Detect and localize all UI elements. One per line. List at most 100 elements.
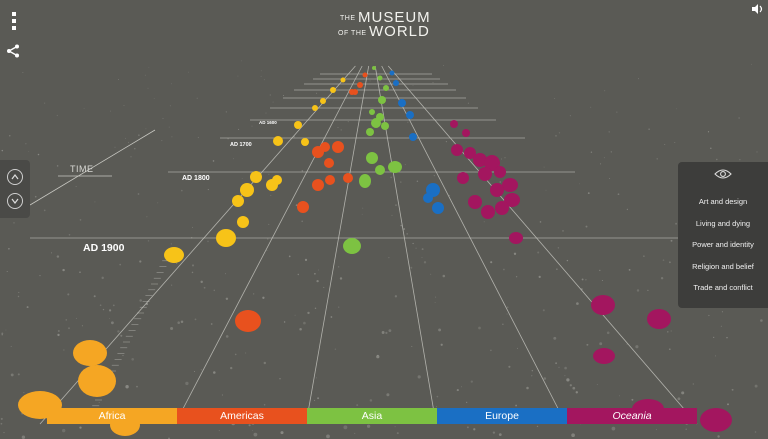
artifact-dot[interactable] bbox=[297, 201, 309, 213]
filter-trade-and-conflict[interactable]: Trade and conflict bbox=[693, 283, 753, 292]
artifact-dot[interactable] bbox=[406, 111, 414, 119]
artifact-dot[interactable] bbox=[320, 98, 326, 104]
filter-power-and-identity[interactable]: Power and identity bbox=[692, 240, 754, 249]
artifact-dot[interactable] bbox=[375, 165, 385, 175]
speaker-icon[interactable] bbox=[752, 4, 764, 14]
artifact-dot[interactable] bbox=[464, 147, 476, 159]
artifact-dot[interactable] bbox=[591, 295, 615, 315]
artifact-dot[interactable] bbox=[393, 80, 399, 86]
artifact-dot[interactable] bbox=[232, 195, 244, 207]
region-europe[interactable]: Europe bbox=[437, 408, 567, 424]
dust-speck bbox=[400, 181, 402, 183]
artifact-dot[interactable] bbox=[301, 138, 309, 146]
artifact-dot[interactable] bbox=[432, 202, 444, 214]
museum-logo[interactable]: THE MUSEUM OF THE WORLD bbox=[338, 9, 430, 39]
artifact-dot[interactable] bbox=[478, 167, 492, 181]
region-oceania[interactable]: Oceania bbox=[567, 408, 697, 424]
artifact-dot[interactable] bbox=[451, 144, 463, 156]
artifact-dot[interactable] bbox=[389, 70, 395, 76]
dust-speck bbox=[253, 293, 255, 295]
share-icon[interactable] bbox=[6, 44, 20, 58]
artifact-dot[interactable] bbox=[366, 152, 378, 164]
artifact-dot[interactable] bbox=[509, 232, 523, 244]
artifact-dot[interactable] bbox=[312, 105, 318, 111]
filter-art-and-design[interactable]: Art and design bbox=[698, 197, 748, 206]
artifact-dot[interactable] bbox=[343, 238, 361, 254]
artifact-dot[interactable] bbox=[340, 77, 346, 83]
artifact-dot[interactable] bbox=[450, 120, 458, 128]
artifact-dot[interactable] bbox=[423, 193, 433, 203]
dust-speck bbox=[715, 355, 717, 357]
chevron-up-icon[interactable] bbox=[7, 169, 23, 185]
artifact-dot[interactable] bbox=[481, 205, 495, 219]
artifact-dot[interactable] bbox=[343, 173, 353, 183]
artifact-dot[interactable] bbox=[457, 172, 469, 184]
artifact-dot[interactable] bbox=[377, 75, 383, 81]
artifact-dot[interactable] bbox=[381, 122, 389, 130]
artifact-dot[interactable] bbox=[490, 183, 504, 197]
dust-speck bbox=[417, 375, 421, 379]
artifact-dot[interactable] bbox=[312, 179, 324, 191]
artifact-dot[interactable] bbox=[388, 161, 402, 173]
dust-speck bbox=[22, 71, 24, 73]
artifact-dot[interactable] bbox=[378, 96, 386, 104]
artifact-dot[interactable] bbox=[473, 153, 487, 167]
artifact-dot[interactable] bbox=[383, 85, 389, 91]
artifact-dot[interactable] bbox=[73, 340, 107, 366]
dust-speck bbox=[221, 394, 223, 396]
artifact-dot[interactable] bbox=[349, 89, 355, 95]
artifact-dot[interactable] bbox=[320, 142, 330, 152]
eye-icon[interactable] bbox=[714, 168, 732, 180]
dust-speck bbox=[662, 259, 665, 261]
artifact-dot[interactable] bbox=[324, 158, 334, 168]
artifact-dot[interactable] bbox=[495, 201, 509, 215]
artifact-dot[interactable] bbox=[237, 216, 249, 228]
artifact-dot[interactable] bbox=[357, 82, 363, 88]
artifact-dot[interactable] bbox=[376, 113, 384, 121]
artifact-dot[interactable] bbox=[78, 365, 116, 397]
artifact-dot[interactable] bbox=[484, 155, 500, 171]
dust-speck bbox=[609, 178, 611, 179]
artifact-dot[interactable] bbox=[462, 129, 470, 137]
artifact-dot[interactable] bbox=[372, 66, 376, 70]
artifact-dot[interactable] bbox=[647, 309, 671, 329]
artifact-dot[interactable] bbox=[398, 99, 406, 107]
artifact-dot[interactable] bbox=[330, 87, 336, 93]
chevron-down-icon[interactable] bbox=[7, 193, 23, 209]
dust-speck bbox=[656, 158, 658, 160]
artifact-dot[interactable] bbox=[362, 72, 368, 78]
region-africa[interactable]: Africa bbox=[47, 408, 177, 424]
artifact-dot[interactable] bbox=[294, 121, 302, 129]
artifact-dot[interactable] bbox=[359, 174, 371, 188]
artifact-dot[interactable] bbox=[235, 310, 261, 332]
artifact-dot[interactable] bbox=[366, 128, 374, 136]
artifact-dot[interactable] bbox=[272, 175, 282, 185]
artifact-dot[interactable] bbox=[250, 171, 262, 183]
region-americas[interactable]: Americas bbox=[177, 408, 307, 424]
artifact-dot[interactable] bbox=[273, 136, 283, 146]
artifact-dot[interactable] bbox=[494, 166, 506, 178]
artifact-dot[interactable] bbox=[504, 193, 520, 207]
artifact-dot[interactable] bbox=[468, 195, 482, 209]
artifact-dot[interactable] bbox=[369, 109, 375, 115]
dust-speck bbox=[218, 430, 220, 432]
artifact-dot[interactable] bbox=[332, 141, 344, 153]
artifact-dot[interactable] bbox=[216, 229, 236, 247]
artifact-dot[interactable] bbox=[593, 348, 615, 364]
menu-dots-icon[interactable] bbox=[10, 12, 18, 34]
filter-living-and-dying[interactable]: Living and dying bbox=[695, 219, 751, 228]
region-asia[interactable]: Asia bbox=[307, 408, 437, 424]
artifact-dot[interactable] bbox=[325, 175, 335, 185]
artifact-dot[interactable] bbox=[409, 133, 417, 141]
dust-speck bbox=[710, 147, 712, 150]
dust-speck bbox=[542, 309, 545, 312]
artifact-dot[interactable] bbox=[502, 178, 518, 192]
dust-speck bbox=[647, 289, 649, 292]
dust-speck bbox=[39, 274, 41, 277]
artifact-dot[interactable] bbox=[700, 408, 732, 432]
dust-speck bbox=[564, 366, 567, 370]
artifact-dot[interactable] bbox=[240, 183, 254, 197]
filter-religion-and-belief[interactable]: Religion and belief bbox=[692, 262, 754, 271]
artifact-dot[interactable] bbox=[164, 247, 184, 263]
